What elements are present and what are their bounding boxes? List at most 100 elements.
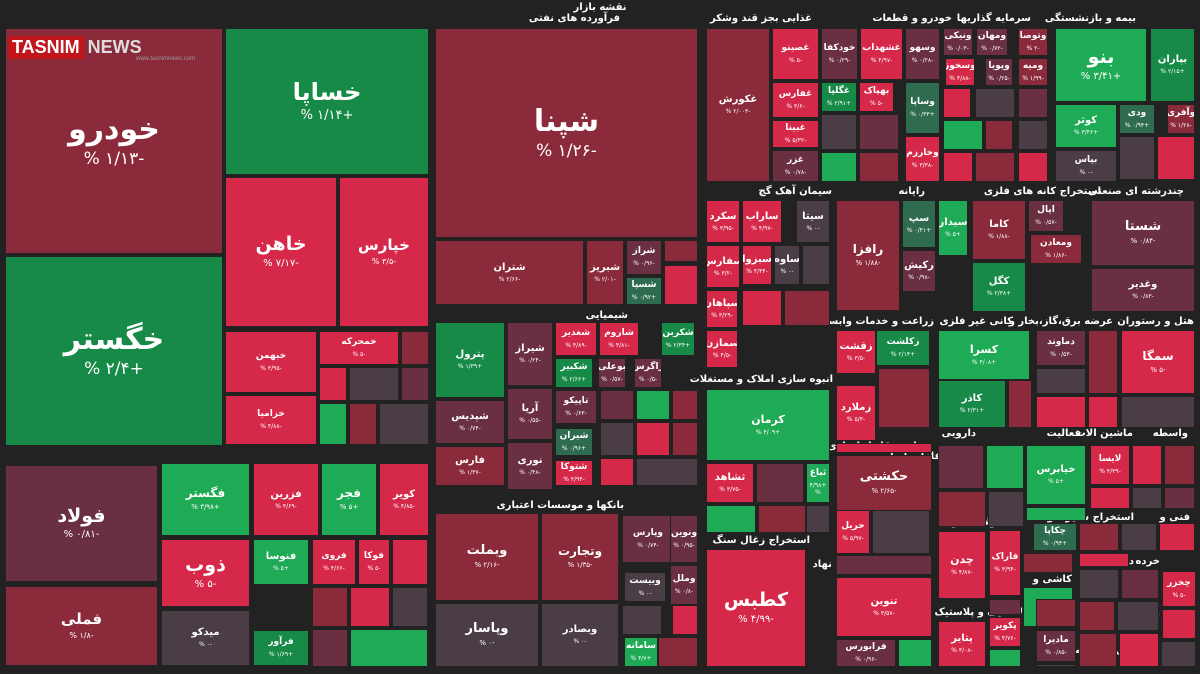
stock-tile[interactable]: پکویر -۴/۷۶ % [989,617,1021,647]
minor-stock-tile[interactable] [802,245,830,285]
stock-tile[interactable]: ونوین -۰/۹۵ % [670,515,698,563]
stock-tile[interactable]: وپارس -۰/۷۴ % [622,515,674,563]
minor-stock-tile[interactable] [1132,487,1162,509]
stock-tile[interactable]: کگل +۲/۳۸ % [972,262,1026,312]
minor-stock-tile[interactable] [1018,120,1048,150]
stock-tile[interactable]: چدن -۴/۸۷ % [938,531,986,599]
stock-tile[interactable]: وبصادر -۰ % [541,603,619,667]
minor-stock-tile[interactable] [1036,396,1086,428]
stock-tile[interactable]: پتایر -۳/۰۸ % [938,621,986,667]
stock-tile[interactable]: فرآور +۱/۶۹ % [253,630,309,666]
stock-tile[interactable]: ساوه -۰ % [774,245,800,285]
minor-stock-tile[interactable] [658,637,698,667]
stock-tile[interactable]: بپاس -۰ % [1055,150,1117,182]
stock-tile[interactable]: غکورش -۲/۰۰۳ % [706,28,770,182]
stock-tile[interactable]: شتران -۲/۶۶ % [435,240,584,305]
stock-tile[interactable]: سمازن -۴/۵ % [706,330,738,368]
stock-tile[interactable]: شاروم -۴/۸۱ % [599,322,639,356]
minor-stock-tile[interactable] [836,555,932,575]
stock-tile[interactable]: وتجارت -۱/۳۵ % [541,513,619,601]
stock-tile[interactable]: آریا -۰/۵۵ % [507,388,553,440]
stock-tile[interactable]: خزامیا -۴/۸۸ % [225,395,317,445]
minor-stock-tile[interactable] [1121,523,1157,551]
minor-stock-tile[interactable] [664,265,698,305]
stock-tile[interactable]: غبینا -۵/۳۲ % [772,120,819,148]
minor-stock-tile[interactable] [872,510,930,554]
minor-stock-tile[interactable] [672,605,698,635]
stock-tile[interactable]: خپارس -۳/۵ % [339,177,429,327]
stock-tile[interactable]: وتوصا -۲ % [1018,28,1048,56]
minor-stock-tile[interactable] [859,114,899,150]
minor-stock-tile[interactable] [672,390,698,420]
stock-tile[interactable]: خمحرکه -۵ % [319,331,399,365]
minor-stock-tile[interactable] [401,367,429,401]
stock-tile[interactable]: حریل -۵/۹۷ % [836,510,870,554]
stock-tile[interactable]: بپاران +۲/۱۵ % [1150,28,1195,102]
stock-tile[interactable]: خودرو -۱/۱۳ % [5,28,223,254]
stock-tile[interactable]: وسهو -۰/۲۸ % [905,28,940,80]
minor-stock-tile[interactable] [1161,641,1196,667]
minor-stock-tile[interactable] [706,505,756,533]
stock-tile[interactable]: غفارس -۳/۶ % [772,82,819,118]
stock-tile[interactable]: ثباغ +۴/۹۸ % [806,463,830,503]
stock-tile[interactable]: چخزر -۵ % [1162,571,1196,607]
stock-tile[interactable]: پترول +۱/۳۹ % [435,322,505,398]
minor-stock-tile[interactable] [349,367,399,401]
stock-tile[interactable]: شکربن +۲/۳۴ % [661,322,695,356]
stock-tile[interactable]: وملل -۰/۸ % [670,565,698,605]
stock-tile[interactable]: فجر +۵ % [321,463,377,536]
stock-tile[interactable]: شپدیس -۰/۷۴ % [435,400,505,444]
minor-stock-tile[interactable] [1119,633,1159,667]
stock-tile[interactable]: ودی +۰/۹۴ % [1119,104,1155,134]
stock-tile[interactable]: سکرد -۳/۹۵ % [706,200,740,243]
stock-tile[interactable]: دماوند -۰/۵۳ % [1036,330,1086,366]
minor-stock-tile[interactable] [1018,152,1048,182]
stock-tile[interactable]: فولاد -۰/۸۱ % [5,465,158,582]
minor-stock-tile[interactable] [319,367,347,401]
minor-stock-tile[interactable] [622,605,662,635]
minor-stock-tile[interactable] [1121,396,1195,428]
stock-tile[interactable]: وآفری -۱/۲۸ % [1167,104,1195,134]
stock-tile[interactable]: خیابرس +۵ % [1026,445,1086,505]
minor-stock-tile[interactable] [756,463,804,503]
minor-stock-tile[interactable] [1036,599,1076,627]
minor-stock-tile[interactable] [989,649,1021,667]
minor-stock-tile[interactable] [664,240,698,262]
minor-stock-tile[interactable] [742,290,782,326]
minor-stock-tile[interactable] [806,505,830,533]
minor-stock-tile[interactable] [636,390,670,420]
stock-tile[interactable]: فاراک -۳/۹۴ % [989,530,1021,596]
stock-tile[interactable]: کاذر +۲/۳۱ % [938,380,1006,428]
minor-stock-tile[interactable] [1162,609,1196,639]
minor-stock-tile[interactable] [1119,136,1155,180]
minor-stock-tile[interactable] [985,120,1013,150]
stock-tile[interactable]: لایسا -۴/۳۹ % [1090,445,1130,485]
stock-tile[interactable]: وپویا -۰/۲۵ % [985,58,1013,86]
minor-stock-tile[interactable] [943,120,983,150]
stock-tile[interactable]: غصینو -۵ % [772,28,819,80]
minor-stock-tile[interactable] [312,587,348,627]
minor-stock-tile[interactable] [312,629,348,667]
stock-tile[interactable]: نوری -۰/۴۸ % [507,442,553,490]
stock-tile[interactable]: وبیست -۰ % [624,572,666,602]
minor-stock-tile[interactable] [784,290,830,326]
stock-tile[interactable]: سمگا -۵ % [1121,330,1195,394]
stock-tile[interactable]: فوکا -۵ % [358,539,390,585]
stock-tile[interactable]: رکیش -۰/۹۸ % [902,250,936,292]
stock-tile[interactable]: تنوین -۳/۵۷ % [836,577,932,637]
minor-stock-tile[interactable] [878,368,930,428]
stock-tile[interactable]: غگلپا +۲/۹۱ % [821,82,857,112]
minor-stock-tile[interactable] [975,152,1015,182]
stock-tile[interactable]: اپال -۰/۵۷ % [1028,200,1064,232]
stock-tile[interactable]: زاگرس -۰/۵ % [634,358,662,388]
stock-tile[interactable]: کسرا +۴/۰۸ % [938,330,1030,380]
minor-stock-tile[interactable] [392,539,428,585]
minor-stock-tile[interactable] [836,443,932,453]
minor-stock-tile[interactable] [1121,569,1159,599]
minor-stock-tile[interactable] [1079,553,1129,567]
minor-stock-tile[interactable] [1164,445,1195,485]
stock-tile[interactable]: فارس -۱/۳۷ % [435,446,505,486]
stock-tile[interactable]: شغدیر -۴/۸۹ % [555,322,597,356]
minor-stock-tile[interactable] [1159,523,1195,551]
stock-tile[interactable]: خگستر +۲/۴ % [5,256,223,446]
